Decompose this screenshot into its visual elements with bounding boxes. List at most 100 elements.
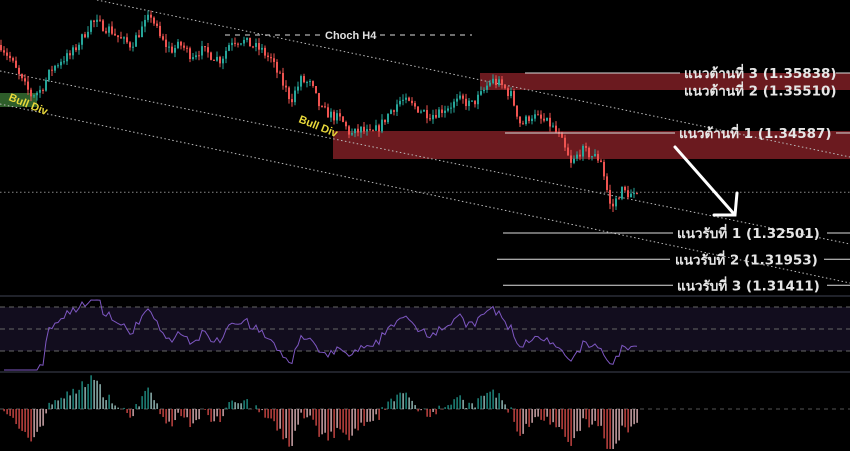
histogram-bar	[387, 401, 389, 409]
histogram-bar	[240, 403, 242, 409]
candle	[534, 114, 536, 119]
histogram-bar	[111, 403, 113, 409]
histogram-bar	[498, 393, 500, 409]
histogram-bar	[435, 409, 437, 415]
candle	[402, 99, 404, 101]
histogram-bar	[504, 404, 506, 409]
resistance-3-label: แนวต้านที่ 3 (1.35838)	[684, 63, 837, 82]
histogram-bar	[525, 409, 527, 424]
histogram-bar	[579, 409, 581, 431]
histogram-bar	[399, 392, 401, 409]
candle	[60, 61, 62, 66]
candle	[336, 113, 338, 121]
candle	[237, 43, 239, 45]
candle	[513, 91, 515, 106]
candle	[42, 89, 44, 91]
histogram-bar	[597, 409, 599, 427]
candle	[549, 117, 551, 127]
histogram-bar	[477, 398, 479, 409]
candle	[348, 126, 350, 135]
candle	[15, 60, 17, 68]
histogram-bar	[459, 395, 461, 409]
candle	[174, 48, 176, 53]
histogram-bar	[24, 409, 26, 432]
histogram-bar	[258, 409, 260, 413]
histogram-bar	[474, 407, 476, 409]
candle	[315, 86, 317, 94]
candle	[18, 67, 20, 75]
candle	[480, 91, 482, 95]
histogram-bar	[624, 409, 626, 428]
histogram-bar	[462, 399, 464, 409]
histogram-bar	[189, 409, 191, 428]
candle	[252, 46, 254, 48]
histogram-bar	[585, 409, 587, 420]
histogram-bar	[39, 409, 41, 427]
histogram-bar	[417, 409, 419, 412]
histogram-bar	[192, 409, 194, 424]
candle	[333, 111, 335, 121]
histogram-bar	[351, 409, 353, 436]
histogram-bar	[126, 409, 128, 413]
candle	[453, 101, 455, 108]
histogram-bar	[129, 409, 131, 418]
histogram-bar	[537, 409, 539, 417]
candle	[300, 76, 302, 87]
candle	[621, 186, 623, 199]
candle	[552, 125, 554, 127]
candle	[465, 98, 467, 107]
candle	[153, 17, 155, 24]
candle	[36, 92, 38, 96]
candle	[372, 130, 374, 132]
candle	[369, 129, 371, 131]
candle	[69, 53, 71, 56]
histogram-bar	[219, 409, 221, 423]
candle	[135, 35, 137, 47]
histogram-bar	[207, 409, 209, 416]
histogram-bar	[279, 409, 281, 429]
candle	[504, 84, 506, 89]
histogram-bar	[540, 409, 542, 420]
candle	[489, 82, 491, 86]
channel-upper-line	[96, 0, 850, 158]
histogram-bar	[168, 409, 170, 422]
candle	[585, 145, 587, 148]
resistance-2-label: แนวต้านที่ 2 (1.35510)	[684, 81, 837, 100]
histogram-bar	[402, 393, 404, 409]
histogram-bar	[132, 409, 134, 417]
candle	[63, 61, 65, 63]
candle	[390, 110, 392, 114]
candle	[27, 81, 29, 90]
candle	[222, 58, 224, 64]
histogram-bar	[18, 409, 20, 429]
candle	[591, 156, 593, 158]
candle	[183, 45, 185, 48]
candle	[108, 26, 110, 33]
candle	[24, 78, 26, 82]
candle	[486, 85, 488, 90]
histogram-bar	[609, 409, 611, 449]
histogram-bar	[339, 409, 341, 430]
candle	[492, 78, 494, 83]
candle	[210, 52, 212, 60]
candle	[3, 50, 5, 53]
candle	[399, 100, 401, 105]
histogram-bar	[84, 387, 86, 409]
candle	[330, 111, 332, 118]
candle	[441, 109, 443, 113]
histogram-bar	[519, 409, 521, 436]
candle	[360, 126, 362, 133]
candle	[243, 39, 245, 44]
histogram-bar	[627, 409, 629, 433]
candle	[216, 56, 218, 61]
candle	[573, 158, 575, 163]
bull-zone	[0, 93, 37, 107]
candle	[120, 37, 122, 39]
histogram-bar	[6, 409, 8, 415]
candle	[426, 110, 428, 119]
candle	[81, 34, 83, 45]
candle	[555, 125, 557, 133]
candle	[477, 94, 479, 105]
histogram-bar	[621, 409, 623, 426]
